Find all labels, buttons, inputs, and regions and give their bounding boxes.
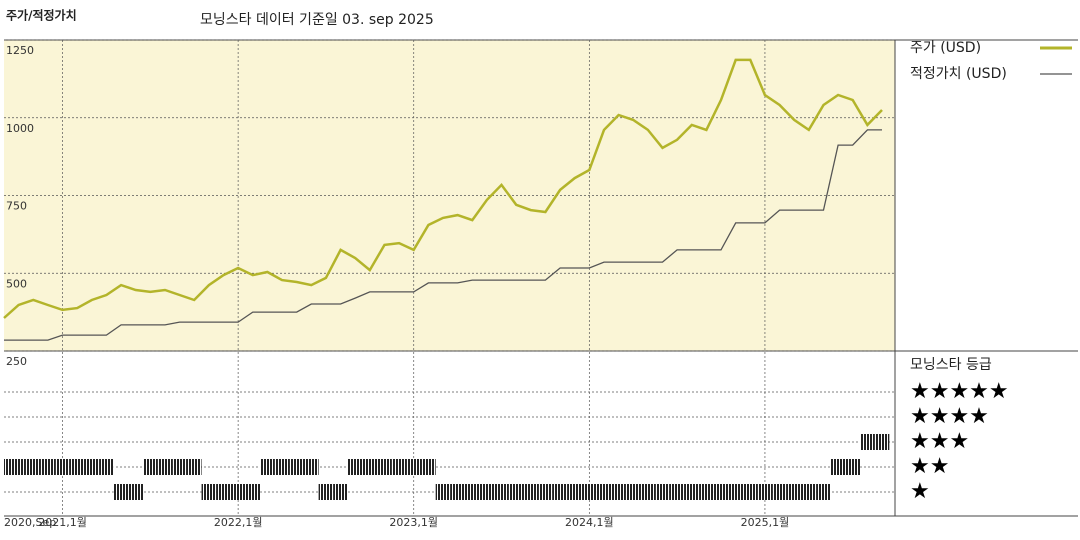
x-tick-label: 2020,Sep xyxy=(4,516,56,529)
rating-bar xyxy=(684,484,700,500)
rating-bar xyxy=(347,459,363,475)
chart-title: 주가/적정가치 xyxy=(6,8,77,23)
rating-bar xyxy=(435,484,451,500)
rating-bar xyxy=(186,459,202,475)
rating-bar xyxy=(289,459,304,475)
rating-bar xyxy=(830,459,846,475)
rating-bar xyxy=(143,459,158,475)
rating-bar xyxy=(421,459,436,475)
rating-bar xyxy=(230,484,246,500)
rating-bar xyxy=(845,459,861,475)
rating-bar xyxy=(245,484,261,500)
rating-bar xyxy=(274,459,290,475)
rating-bar xyxy=(11,459,26,475)
y-tick-label: 500 xyxy=(6,277,27,290)
rating-bar xyxy=(728,484,743,500)
rating-label: ★★ xyxy=(910,454,949,479)
rating-bar xyxy=(640,484,656,500)
rating-bar xyxy=(494,484,509,500)
rating-title: 모닝스타 등급 xyxy=(910,357,992,373)
y-tick-label: 750 xyxy=(6,200,27,213)
rating-bar xyxy=(377,459,392,475)
rating-bar xyxy=(582,484,597,500)
rating-bar xyxy=(786,484,802,500)
x-tick-label: 2024,1월 xyxy=(565,516,614,529)
rating-bar xyxy=(128,484,144,500)
rating-bar xyxy=(757,484,773,500)
rating-bar xyxy=(260,459,275,475)
rating-bar xyxy=(874,434,890,450)
rating-label: ★★★★ xyxy=(910,404,989,429)
rating-bar xyxy=(84,459,100,475)
legend-label: 주가 (USD) xyxy=(910,40,981,56)
rating-bar xyxy=(552,484,568,500)
rating-bar xyxy=(625,484,641,500)
rating-bar xyxy=(611,484,626,500)
rating-bar xyxy=(669,484,685,500)
legend-label: 적정가치 (USD) xyxy=(910,66,1007,82)
chart-subtitle: 모닝스타 데이터 기준일 03. sep 2025 xyxy=(200,12,434,28)
rating-bar xyxy=(655,484,670,500)
rating-bar xyxy=(362,459,378,475)
rating-bar xyxy=(596,484,612,500)
x-tick-label: 2025,1월 xyxy=(741,516,790,529)
series-line xyxy=(3,58,883,319)
y-tick-label: 1250 xyxy=(6,44,34,57)
rating-bar xyxy=(40,459,56,475)
rating-bar xyxy=(523,484,539,500)
rating-bar xyxy=(567,484,583,500)
rating-bar xyxy=(508,484,524,500)
rating-label: ★★★★★ xyxy=(910,379,1009,404)
rating-bar xyxy=(25,459,41,475)
rating-bar xyxy=(816,484,831,500)
rating-bar xyxy=(479,484,495,500)
rating-bar xyxy=(860,434,875,450)
y-tick-label: 1000 xyxy=(6,122,34,135)
rating-bar xyxy=(216,484,231,500)
series-line xyxy=(4,129,882,341)
rating-bar xyxy=(172,459,187,475)
rating-bar xyxy=(157,459,173,475)
rating-bar xyxy=(772,484,787,500)
x-tick-label: 2022,1월 xyxy=(214,516,263,529)
rating-bar xyxy=(113,484,129,500)
rating-bar xyxy=(450,484,465,500)
rating-bar xyxy=(318,484,334,500)
rating-bar xyxy=(4,459,12,475)
rating-bar xyxy=(69,459,85,475)
rating-label: ★★★ xyxy=(910,429,969,454)
rating-bar xyxy=(406,459,422,475)
rating-bar xyxy=(742,484,758,500)
rating-bar xyxy=(99,459,114,475)
rating-bar xyxy=(201,484,217,500)
rating-bar xyxy=(333,484,348,500)
rating-bar xyxy=(538,484,553,500)
rating-bar xyxy=(303,459,319,475)
rating-bar xyxy=(699,484,714,500)
rating-bar xyxy=(391,459,407,475)
rating-bar xyxy=(801,484,817,500)
rating-bar xyxy=(713,484,729,500)
rating-label: ★ xyxy=(910,479,930,504)
rating-bar xyxy=(464,484,480,500)
y-tick-label: 250 xyxy=(6,355,27,368)
x-tick-label: 2021,1월 xyxy=(38,516,87,529)
rating-bar xyxy=(55,459,70,475)
x-tick-label: 2023,1월 xyxy=(389,516,438,529)
